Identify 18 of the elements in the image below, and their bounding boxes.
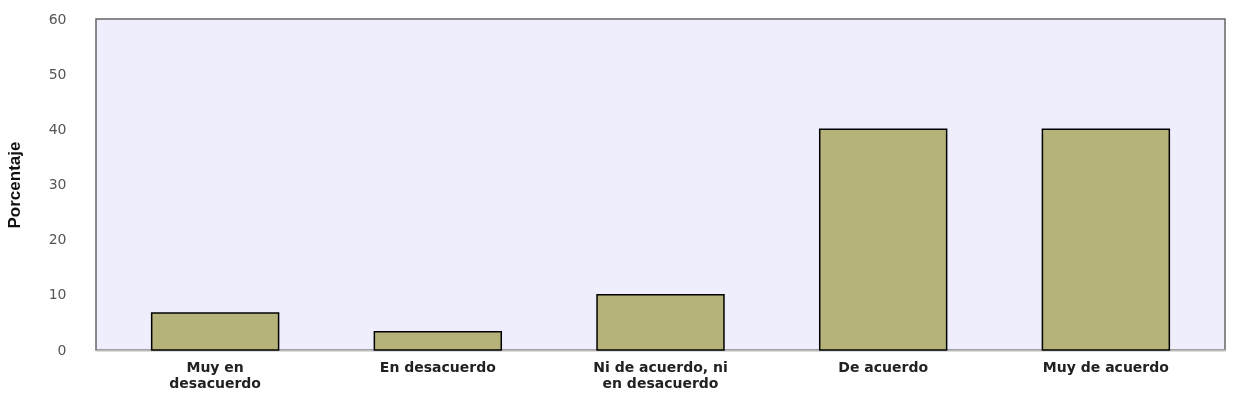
bar [1041,128,1171,351]
y-tick-label: 30 [48,176,67,192]
y-tick-label: 0 [57,341,67,358]
x-tick-label: Muy de acuerdo [1042,358,1170,375]
bar [596,294,725,351]
y-tick-label: 10 [48,286,67,303]
x-tick-label: Muy en desacuerdo [169,358,262,391]
x-tick-label: De acuerdo [838,358,929,375]
bar [373,331,503,351]
y-tick-label: 20 [48,231,67,248]
x-tick-label: En desacuerdo [379,358,497,375]
y-axis-title: Porcentaje [4,141,24,229]
y-tick-label: 60 [48,10,67,27]
x-tick-label: Ni de acuerdo, ni en desacuerdo [593,358,728,391]
y-tick-label: 40 [48,120,67,137]
y-tick-label: 50 [48,65,67,82]
bar [150,312,280,351]
bar [818,128,948,351]
